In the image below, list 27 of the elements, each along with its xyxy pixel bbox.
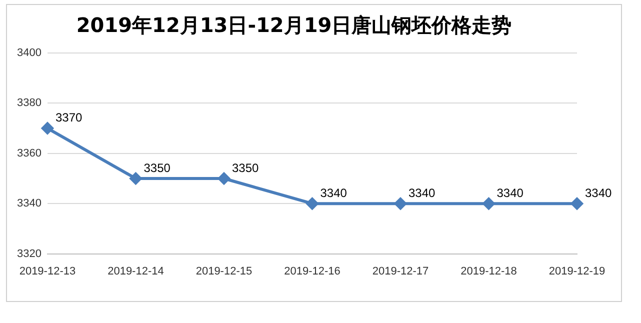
- y-tick-label: 3320: [16, 248, 42, 260]
- x-tick-label: 2019-12-18: [460, 265, 517, 278]
- point: [306, 198, 318, 210]
- y-tick-label: 3340: [16, 198, 42, 210]
- data-label: 3340: [320, 186, 348, 200]
- x-tick-label: 2019-12-13: [19, 265, 76, 278]
- point: [482, 198, 495, 210]
- y-tick-label: 3400: [16, 47, 42, 60]
- x-tick-label: 2019-12-15: [196, 265, 252, 278]
- x-tick-label: 2019-12-14: [108, 265, 164, 278]
- chart-title: 2019年12月13日-12月19日唐山钢坯价格走势: [76, 13, 512, 38]
- point: [130, 172, 142, 184]
- data-label: 3340: [585, 186, 612, 200]
- data-label: 3340: [496, 186, 524, 200]
- data-label: 3340: [408, 186, 436, 200]
- y-tick-label: 3380: [16, 97, 42, 110]
- data-label: 3350: [144, 160, 171, 175]
- point: [41, 122, 54, 134]
- data-label: 3350: [232, 160, 259, 175]
- y-tick-label: 3360: [16, 147, 42, 160]
- point: [394, 198, 406, 210]
- point: [571, 198, 583, 210]
- x-tick-label: 2019-12-19: [548, 265, 606, 278]
- data-label: 3370: [55, 110, 82, 125]
- x-tick-label: 2019-12-17: [372, 265, 429, 278]
- x-tick-label: 2019-12-16: [284, 265, 340, 278]
- point: [218, 172, 230, 184]
